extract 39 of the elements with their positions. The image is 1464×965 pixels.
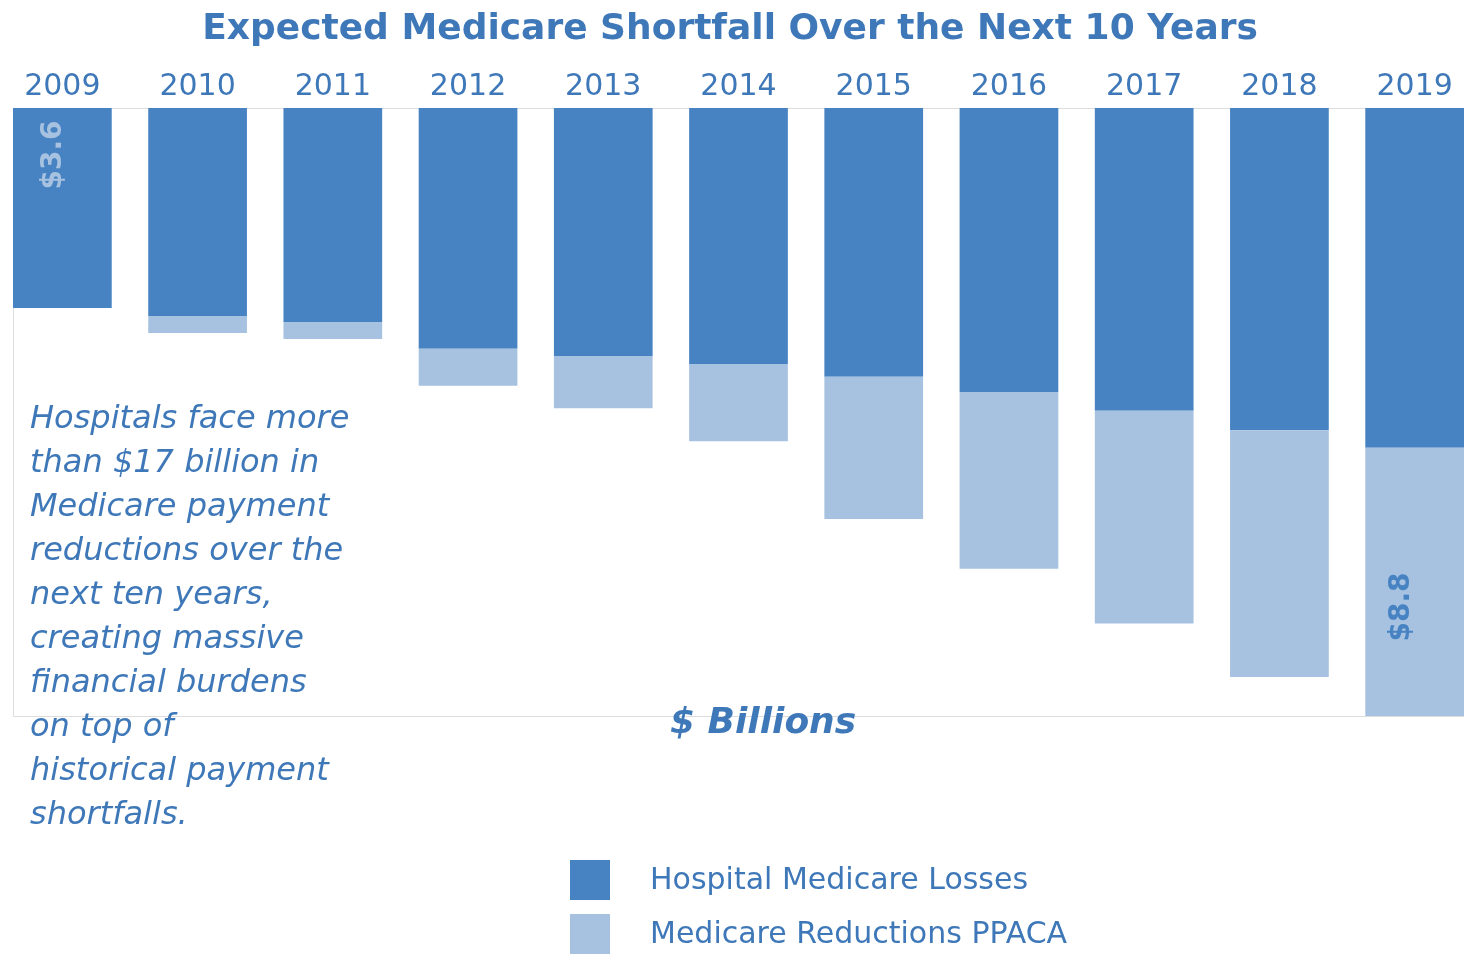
x-tick-label: 2010 bbox=[159, 66, 236, 102]
bar bbox=[824, 376, 924, 520]
chart-title: Expected Medicare Shortfall Over the Next 10 Years bbox=[202, 6, 1258, 47]
bar bbox=[283, 322, 383, 340]
x-tick-label: 2012 bbox=[429, 66, 507, 102]
text: Hospitals face more than $17 billion in Medicare payment reductions over the next ten years, creating massive financial burdens on top of historical payment shortfalls. bbox=[30, 398, 350, 832]
bar bbox=[553, 108, 653, 357]
annotation: $8.8 bbox=[1383, 572, 1416, 642]
bar bbox=[418, 108, 518, 349]
x-tick-label: 2015 bbox=[835, 66, 912, 102]
x-tick-label: 2016 bbox=[970, 66, 1048, 102]
annotation: $3.6 bbox=[35, 120, 68, 190]
bar bbox=[1094, 108, 1194, 411]
bar bbox=[689, 363, 788, 442]
x-tick-label: 2019 bbox=[1376, 66, 1453, 102]
legend-label: Medicare Reductions PPACA bbox=[650, 915, 1068, 950]
bar bbox=[283, 108, 383, 323]
x-tick-label: 2011 bbox=[294, 66, 371, 102]
bar bbox=[1230, 108, 1329, 431]
bar bbox=[148, 315, 247, 333]
bar bbox=[959, 391, 1059, 569]
bar bbox=[959, 108, 1059, 392]
bar bbox=[1365, 108, 1464, 448]
bar bbox=[13, 108, 112, 309]
bar bbox=[1230, 430, 1329, 678]
bar bbox=[553, 356, 653, 409]
bar bbox=[824, 108, 924, 377]
bar bbox=[1094, 410, 1194, 624]
annotation: $ Billions bbox=[670, 700, 857, 741]
legend-label: Hospital Medicare Losses bbox=[650, 861, 1029, 896]
bar bbox=[418, 348, 518, 386]
bar bbox=[1365, 447, 1464, 716]
bar bbox=[689, 108, 788, 364]
x-tick-label: 2014 bbox=[700, 66, 777, 102]
x-tick-label: 2018 bbox=[1241, 66, 1318, 102]
x-tick-label: 2009 bbox=[24, 66, 101, 102]
x-tick-label: 2013 bbox=[565, 66, 642, 102]
x-tick-label: 2017 bbox=[1106, 66, 1183, 102]
bar bbox=[148, 108, 247, 316]
